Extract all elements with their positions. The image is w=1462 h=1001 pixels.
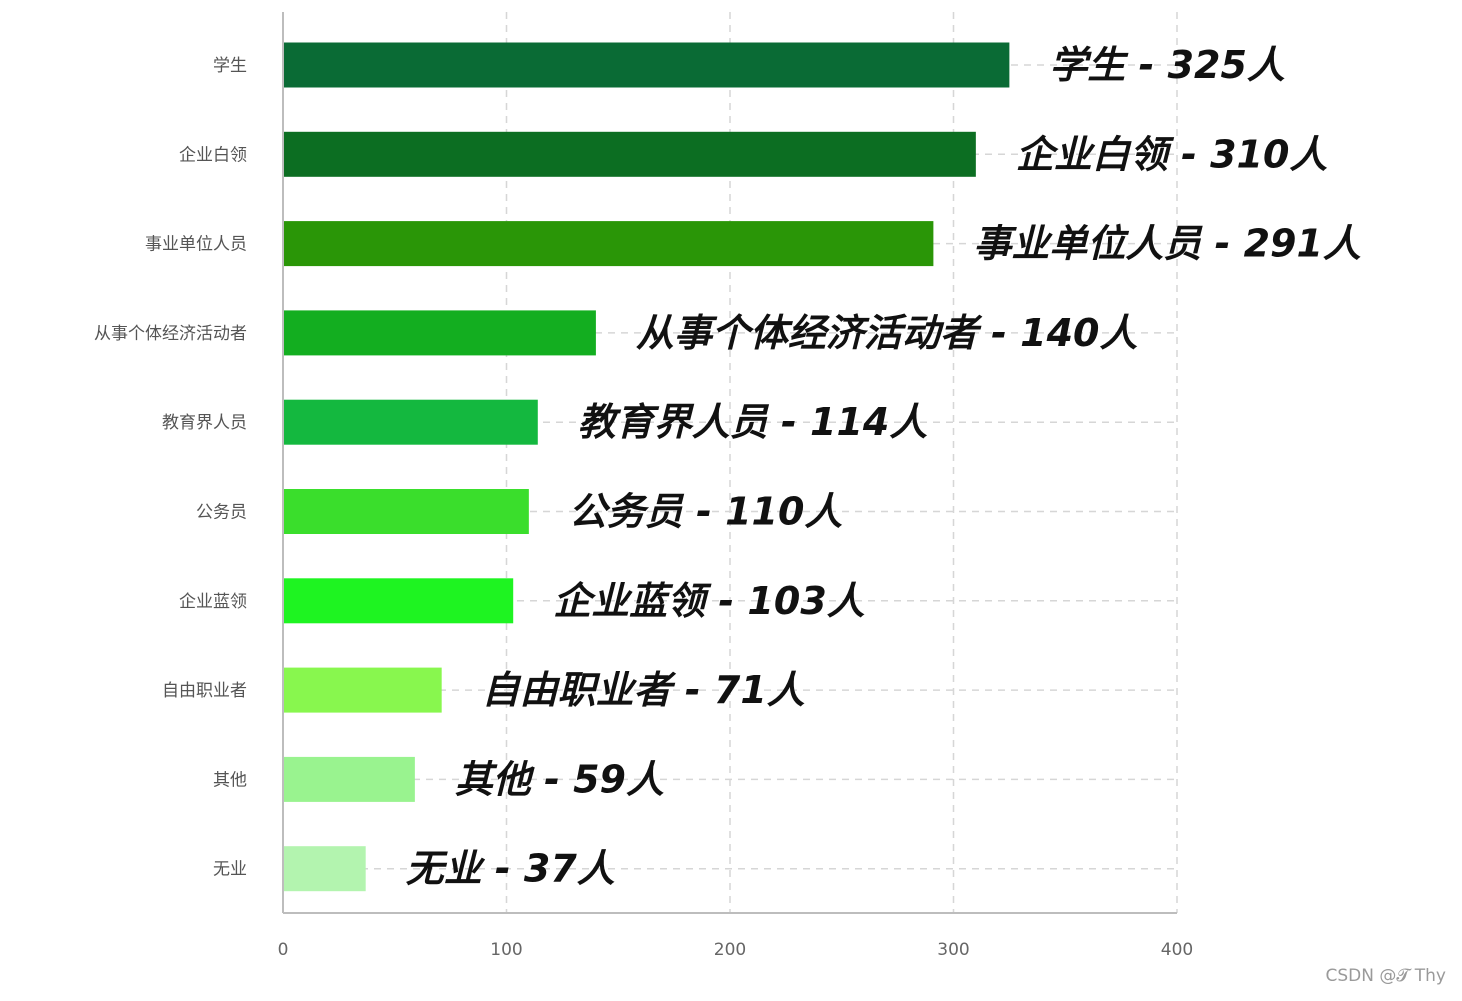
data-label: 无业 - 37人: [406, 847, 615, 891]
data-label: 企业白领 - 310人: [1016, 132, 1328, 176]
bar: [283, 221, 934, 267]
x-tick-label: 100: [490, 940, 522, 960]
bar: [283, 667, 442, 713]
bar: [283, 42, 1010, 88]
category-label: 自由职业者: [162, 681, 247, 701]
category-label: 学生: [213, 56, 247, 76]
category-label: 无业: [213, 860, 247, 880]
bar: [283, 578, 514, 624]
data-label: 企业蓝领 - 103人: [553, 579, 865, 623]
watermark: CSDN @𝓣 Thy: [1325, 966, 1446, 986]
category-label: 从事个体经济活动者: [94, 324, 247, 344]
x-tick-label: 300: [937, 940, 969, 960]
data-label: 从事个体经济活动者 - 140人: [636, 311, 1138, 355]
bar: [283, 756, 415, 802]
bar: [283, 489, 529, 534]
bar: [283, 846, 366, 892]
bar: [283, 131, 976, 177]
category-label: 事业单位人员: [145, 235, 247, 255]
data-label: 学生 - 325人: [1049, 43, 1285, 87]
data-label: 其他 - 59人: [455, 757, 664, 801]
category-label: 企业白领: [179, 145, 247, 165]
data-label: 公务员 - 110人: [569, 490, 843, 534]
category-label: 教育界人员: [162, 413, 247, 433]
x-tick-label: 400: [1161, 940, 1193, 960]
bar-layer: [283, 42, 1010, 892]
x-tick-label: 200: [714, 940, 746, 960]
data-label: 自由职业者 - 71人: [482, 668, 805, 712]
bar: [283, 399, 538, 445]
x-tick-label: 0: [278, 940, 289, 960]
bar: [283, 310, 596, 356]
category-label: 其他: [213, 770, 247, 790]
category-label: 企业蓝领: [179, 592, 247, 612]
data-label: 教育界人员 - 114人: [578, 400, 928, 444]
axis-layer: 0 100 200 300 400: [278, 12, 1193, 960]
category-label: 公务员: [196, 503, 247, 523]
data-label: 事业单位人员 - 291人: [973, 222, 1361, 266]
